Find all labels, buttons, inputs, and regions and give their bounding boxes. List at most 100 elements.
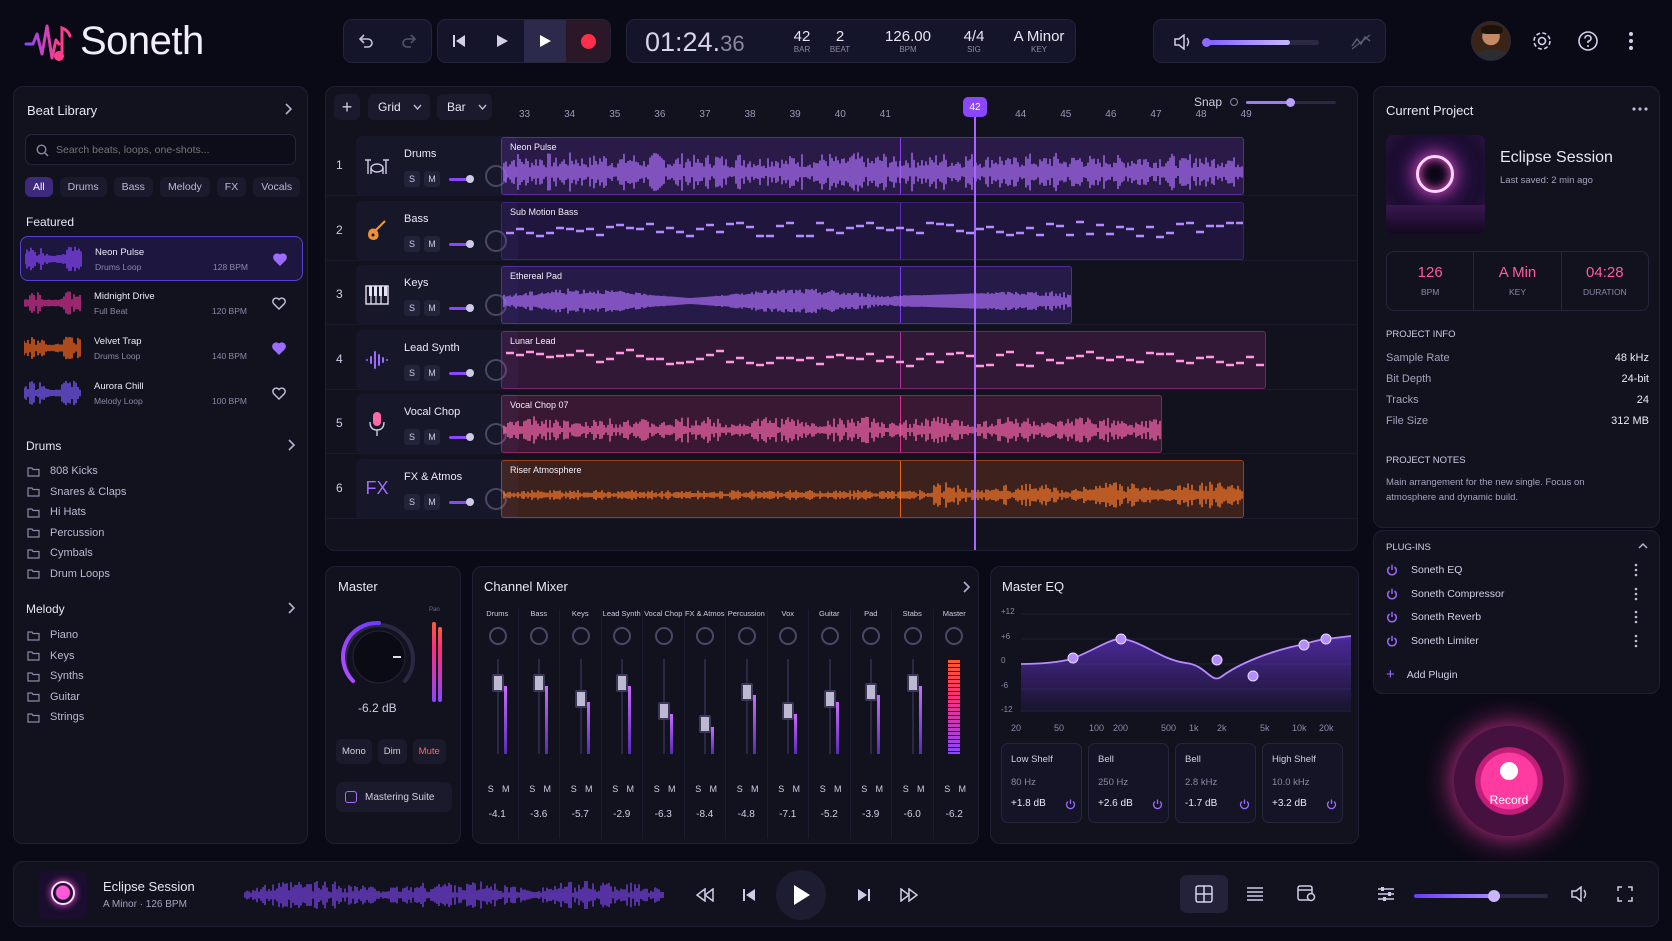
solo-button[interactable]: S [404,364,420,381]
previous-track-icon[interactable] [742,888,756,902]
eq-band-card[interactable]: Low Shelf 80 Hz +1.8 dB [1001,743,1082,823]
plugin-more-icon[interactable] [1634,587,1638,601]
plugin-more-icon[interactable] [1634,563,1638,577]
channel-mute-button[interactable]: M [668,784,676,794]
channel-solo-button[interactable]: S [487,784,494,794]
filter-chip-drums[interactable]: Drums [59,177,107,197]
audio-clip[interactable]: Neon Pulse [501,137,1244,195]
play-active-button[interactable] [523,20,567,62]
play-icon[interactable] [481,20,524,62]
heart-icon[interactable] [273,253,287,266]
featured-item[interactable]: Velvet Trap Drums Loop 140 BPM [20,326,303,371]
folder-item[interactable]: Strings [27,707,84,728]
channel-mute-button[interactable]: M [585,784,593,794]
audio-clip[interactable]: Vocal Chop 07 [501,395,1162,453]
channel-fader[interactable] [616,673,629,692]
fullscreen-icon[interactable] [1617,886,1633,902]
channel-pan-knob[interactable] [945,627,964,645]
player-volume-slider[interactable] [1414,890,1548,902]
timeline-ruler[interactable]: 33343536373839404143444546474849 [326,109,1357,129]
folder-item[interactable]: Percussion [27,523,126,544]
audio-clip[interactable]: Lunar Lead [501,330,1266,389]
eq-band-card[interactable]: Bell 2.8 kHz -1.7 dB [1175,743,1256,823]
track-header[interactable]: Lead Synth S M [356,329,518,390]
browser-view-icon[interactable] [1297,885,1317,903]
eq-band-card[interactable]: High Shelf 10.0 kHz +3.2 dB [1262,743,1343,823]
add-track-button[interactable]: + [334,94,360,120]
channel-fader[interactable] [782,702,795,721]
add-plugin-button[interactable]: + Add Plugin [1386,666,1458,683]
plugin-item[interactable]: Soneth Limiter [1386,633,1648,657]
filter-chip-fx[interactable]: FX [216,177,247,197]
volume-slider[interactable] [1202,38,1319,47]
channel-solo-button[interactable]: S [529,784,536,794]
channel-solo-button[interactable]: S [861,784,868,794]
search-input[interactable] [56,141,286,159]
player-play-button[interactable] [776,870,826,920]
more-menu-icon[interactable] [1628,30,1634,52]
key-readout[interactable]: A Minor KEY [1013,28,1065,54]
track-pan-knob[interactable] [485,358,507,381]
filter-chip-melody[interactable]: Melody [159,177,210,197]
audio-clip[interactable]: Ethereal Pad [501,266,1072,324]
plugin-more-icon[interactable] [1634,634,1638,648]
mute-button[interactable]: M [424,429,440,445]
track-header[interactable]: Vocal Chop S M [356,394,518,454]
folder-item[interactable]: Guitar [27,687,84,708]
solo-button[interactable]: S [404,429,420,445]
bpm-readout[interactable]: 126.00 BPM [885,28,931,54]
channel-mute-button[interactable]: M [751,784,759,794]
channel-fader[interactable] [906,673,919,692]
channel-mute-button[interactable]: M [875,784,884,794]
mute-button[interactable]: M [424,364,440,381]
channel-solo-button[interactable]: S [612,784,619,794]
track-volume-slider[interactable] [449,368,474,377]
master-mono-button[interactable]: Mono [336,739,372,764]
redo-icon[interactable] [400,32,418,50]
project-more-icon[interactable] [1632,107,1648,111]
power-icon[interactable] [1386,564,1398,576]
power-icon[interactable] [1386,635,1398,647]
folder-item[interactable]: Hi Hats [27,502,126,523]
skip-back-icon[interactable] [438,20,481,62]
drums-section-header[interactable]: Drums [26,439,296,453]
master-knob[interactable] [339,617,419,697]
next-track-icon[interactable] [857,888,871,902]
avatar[interactable] [1471,21,1511,61]
channel-solo-button[interactable]: S [653,784,660,794]
channel-pan-knob[interactable] [737,627,756,645]
melody-section-header[interactable]: Melody [26,602,296,616]
master-mute-button[interactable]: Mute [412,739,446,764]
folder-item[interactable]: Piano [27,625,84,646]
channel-pan-knob[interactable] [654,627,673,645]
settings-icon[interactable] [1531,30,1553,52]
channel-mute-button[interactable]: M [626,784,635,794]
channel-mute-button[interactable]: M [543,784,552,794]
featured-item[interactable]: Midnight Drive Full Beat 120 BPM [20,281,303,326]
filter-chip-bass[interactable]: Bass [113,177,153,197]
track-volume-slider[interactable] [449,239,474,248]
featured-item[interactable]: Neon Pulse Drums Loop 128 BPM [20,236,303,281]
channel-fader[interactable] [740,683,753,702]
channel-mute-button[interactable]: M [709,784,718,794]
fast-forward-icon[interactable] [900,888,918,902]
library-expand-icon[interactable] [285,103,293,115]
speaker-icon[interactable] [1174,34,1192,50]
sig-readout[interactable]: 4/4 SIG [963,28,985,54]
bar-dropdown[interactable]: Bar [437,94,492,120]
solo-button[interactable]: S [404,300,420,316]
player-waveform[interactable] [244,875,664,915]
heart-icon[interactable] [272,387,286,400]
rewind-icon[interactable] [696,888,714,902]
mute-button[interactable]: M [424,171,440,187]
heart-icon[interactable] [272,342,286,355]
playhead-marker[interactable]: 42 [963,97,987,117]
mastering-suite-button[interactable]: Mastering Suite [336,782,452,812]
list-view-icon[interactable] [1246,886,1264,902]
folder-item[interactable]: Cymbals [27,543,126,564]
channel-fader[interactable] [574,689,587,708]
help-icon[interactable] [1577,30,1599,52]
audio-clip[interactable]: Sub Motion Bass [501,201,1244,260]
record-button[interactable] [566,20,610,62]
power-icon[interactable] [1239,799,1250,810]
